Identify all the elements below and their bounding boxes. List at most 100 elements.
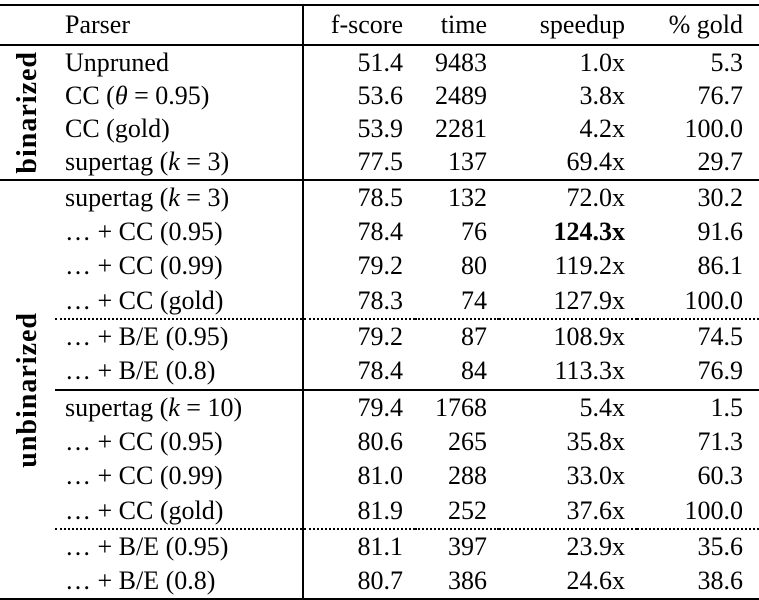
parser-cell: CC (gold) — [65, 113, 170, 143]
parser-cell: … + B/E (0.8) — [65, 356, 216, 386]
parser-cell: … + CC (gold) — [65, 285, 224, 315]
gold-cell: 35.6 — [637, 527, 759, 565]
col-header-time: time — [415, 5, 499, 46]
table-row: … + B/E (0.95) 79.2 87 108.9x 74.5 — [0, 317, 759, 355]
parser-cell: … + CC (0.95) — [65, 426, 223, 456]
table-row: … + B/E (0.95) 81.1 397 23.9x 35.6 — [0, 527, 759, 565]
parser-cell: … + B/E (0.95) — [55, 527, 303, 565]
fscore-cell: 53.6 — [302, 79, 415, 113]
fscore-cell: 78.4 — [302, 354, 415, 390]
gold-cell: 76.7 — [697, 80, 744, 110]
time-cell: 288 — [448, 461, 487, 491]
speedup-cell: 1.0x — [579, 47, 626, 77]
speedup-cell: 127.9x — [553, 285, 626, 315]
time-cell: 386 — [448, 566, 487, 596]
col-header-fscore: f-score — [302, 5, 415, 46]
table-row: … + CC (0.95) 80.6 265 35.8x 71.3 — [0, 424, 759, 460]
fscore-cell: 81.1 — [302, 527, 415, 565]
table-row: … + CC (0.99) 81.0 288 33.0x 60.3 — [0, 459, 759, 494]
header-row: Parser f-score time speedup % gold — [0, 5, 759, 46]
group-label-binarized: binarized — [0, 45, 55, 180]
table-row: supertag (k = 10) 79.4 1768 5.4x 1.5 — [0, 388, 759, 425]
parser-cell: … + CC (0.95) — [65, 217, 223, 247]
speedup-cell: 119.2x — [554, 251, 625, 281]
fscore-cell: 80.6 — [302, 424, 415, 460]
speedup-cell: 3.8x — [579, 80, 626, 110]
fscore-cell: 79.2 — [302, 317, 415, 355]
gold-cell: 100.0 — [684, 495, 744, 525]
speedup-cell: 4.2x — [579, 113, 626, 143]
table-body: binarized Unpruned 51.4 9483 1.0x 5.3 CC (θ = … — [0, 45, 759, 600]
time-cell: 80 — [461, 251, 487, 281]
fscore-cell: 78.5 — [302, 178, 415, 216]
parser-cell: CC (θ = 0.95) — [65, 80, 210, 110]
fscore-cell: 51.4 — [302, 45, 415, 80]
fscore-cell: 78.3 — [302, 283, 415, 319]
time-cell: 1768 — [415, 388, 499, 425]
speedup-cell: 37.6x — [566, 495, 626, 525]
gold-cell: 91.6 — [697, 217, 744, 247]
gold-cell: 30.2 — [637, 178, 759, 216]
parser-cell: … + B/E (0.95) — [55, 317, 303, 355]
table-row: unbinarized supertag (k = 3) 78.5 132 72.0x 3… — [0, 178, 759, 600]
speedup-cell: 33.0x — [566, 461, 626, 491]
time-cell: 84 — [461, 356, 487, 386]
table-row: binarized Unpruned 51.4 9483 1.0x 5.3 — [0, 45, 759, 174]
table-row: supertag (k = 3) 77.5 137 69.4x 29.7 — [0, 145, 759, 180]
speedup-cell: 108.9x — [499, 317, 637, 355]
fscore-cell: 79.4 — [302, 388, 415, 425]
time-cell: 137 — [448, 147, 487, 177]
table-row: … + CC (0.95) 78.4 76 124.3x 91.6 — [0, 215, 759, 250]
time-cell: 9483 — [435, 47, 487, 77]
speedup-cell: 35.8x — [566, 426, 626, 456]
fscore-cell: 81.0 — [302, 459, 415, 494]
table-row: CC (θ = 0.95) 53.6 2489 3.8x 76.7 — [0, 79, 759, 113]
fscore-cell: 80.7 — [302, 564, 415, 600]
speedup-cell: 113.3x — [554, 356, 625, 386]
time-cell: 2489 — [435, 80, 487, 110]
time-cell: 2281 — [435, 113, 487, 143]
gold-cell: 38.6 — [697, 566, 744, 596]
rotated-group-label: unbinarized — [11, 311, 43, 468]
fscore-cell: 81.9 — [302, 493, 415, 529]
speedup-cell: 72.0x — [499, 178, 637, 216]
parser-cell: supertag (k = 3) — [55, 178, 303, 216]
fscore-cell: 53.9 — [302, 112, 415, 146]
group-label-unbinarized: unbinarized — [0, 178, 55, 600]
fscore-cell: 78.4 — [302, 215, 415, 250]
speedup-cell: 5.4x — [499, 388, 637, 425]
speedup-cell: 24.6x — [566, 566, 626, 596]
gold-cell: 100.0 — [684, 285, 744, 315]
time-cell: 76 — [461, 217, 487, 247]
parser-cell: Unpruned — [65, 47, 169, 77]
time-cell: 252 — [448, 495, 487, 525]
parser-cell: … + B/E (0.8) — [65, 566, 216, 596]
time-cell: 87 — [415, 317, 499, 355]
speedup-cell: 23.9x — [499, 527, 637, 565]
gold-cell: 76.9 — [697, 356, 744, 386]
gold-cell: 100.0 — [684, 113, 744, 143]
time-cell: 74 — [461, 285, 487, 315]
table-row: … + CC (gold) 78.3 74 127.9x 100.0 — [0, 283, 759, 319]
rotated-group-label: binarized — [11, 51, 43, 174]
gold-cell: 29.7 — [697, 147, 744, 177]
gold-cell: 1.5 — [637, 388, 759, 425]
results-table: Parser f-score time speedup % gold binar… — [0, 4, 759, 600]
fscore-cell: 77.5 — [302, 145, 415, 180]
gold-cell: 86.1 — [697, 251, 744, 281]
gold-cell: 71.3 — [697, 426, 744, 456]
col-header-gold: % gold — [637, 5, 759, 46]
table-row: CC (gold) 53.9 2281 4.2x 100.0 — [0, 112, 759, 146]
fscore-cell: 79.2 — [302, 249, 415, 284]
col-header-speedup: speedup — [499, 5, 637, 46]
table-row: … + B/E (0.8) 78.4 84 113.3x 76.9 — [0, 354, 759, 390]
time-cell: 397 — [415, 527, 499, 565]
gold-cell: 74.5 — [637, 317, 759, 355]
parser-cell: … + CC (0.99) — [65, 251, 223, 281]
parser-cell: supertag (k = 10) — [55, 388, 303, 425]
header-spacer — [0, 5, 55, 46]
parser-cell: … + CC (0.99) — [65, 461, 223, 491]
table-row: … + CC (gold) 81.9 252 37.6x 100.0 — [0, 493, 759, 529]
parser-cell: … + CC (gold) — [65, 495, 224, 525]
